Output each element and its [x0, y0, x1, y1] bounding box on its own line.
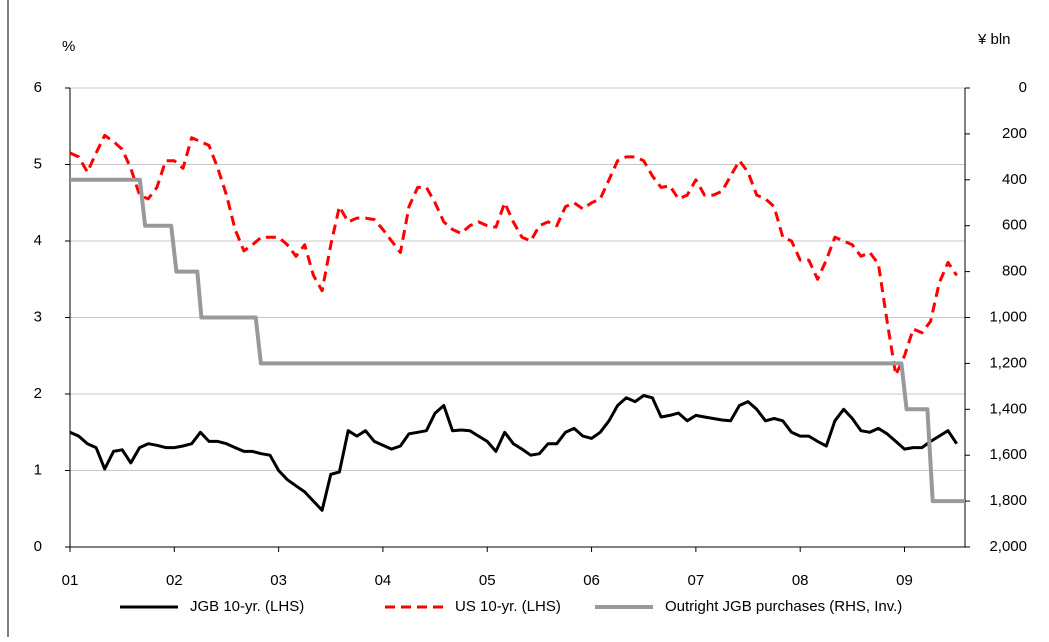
- y-axis-label: %: [62, 38, 75, 55]
- x-tick-label: 01: [62, 572, 79, 589]
- y2-axis-label: ¥ bln: [977, 31, 1011, 48]
- y2-tick-label: 400: [1002, 171, 1027, 188]
- x-tick-label: 04: [375, 572, 392, 589]
- y2-tick-label: 1,400: [989, 400, 1027, 417]
- y-tick-label: 4: [34, 232, 42, 249]
- y2-tick-label: 600: [1002, 217, 1027, 234]
- y-tick-label: 6: [34, 79, 42, 96]
- x-tick-label: 03: [270, 572, 287, 589]
- y2-tick-label: 1,600: [989, 446, 1027, 463]
- x-tick-label: 02: [166, 572, 183, 589]
- y-tick-label: 2: [34, 385, 42, 402]
- y2-tick-label: 1,000: [989, 308, 1027, 325]
- y2-tick-label: 200: [1002, 125, 1027, 142]
- y2-tick-label: 0: [1019, 79, 1027, 96]
- y2-tick-label: 1,200: [989, 354, 1027, 371]
- legend-label: Outright JGB purchases (RHS, Inv.): [665, 598, 902, 615]
- x-tick-label: 05: [479, 572, 496, 589]
- x-tick-label: 08: [792, 572, 809, 589]
- series-line: [70, 177, 965, 504]
- legend-label: JGB 10-yr. (LHS): [190, 598, 304, 615]
- legend-label: US 10-yr. (LHS): [455, 598, 561, 615]
- y2-tick-label: 1,800: [989, 492, 1027, 509]
- y-tick-label: 3: [34, 308, 42, 325]
- x-tick-label: 07: [688, 572, 705, 589]
- y2-tick-label: 800: [1002, 263, 1027, 280]
- x-tick-label: 09: [896, 572, 913, 589]
- series-line: [69, 133, 958, 377]
- y-tick-label: 0: [34, 538, 42, 555]
- series-line: [69, 394, 958, 512]
- y2-tick-label: 2,000: [989, 538, 1027, 555]
- x-tick-label: 06: [583, 572, 600, 589]
- y-tick-label: 1: [34, 461, 42, 478]
- y-tick-label: 5: [34, 155, 42, 172]
